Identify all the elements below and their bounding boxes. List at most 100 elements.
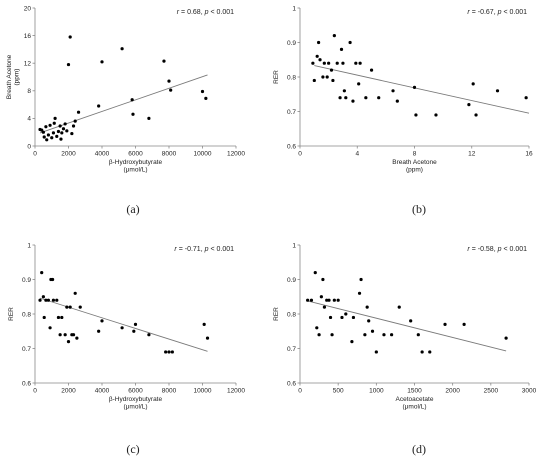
- data-point: [391, 89, 395, 93]
- annotation-value: < 0.001: [502, 9, 528, 16]
- data-point: [412, 85, 417, 89]
- data-point: [48, 123, 52, 127]
- annotation-value: = 0.68,: [179, 9, 205, 16]
- data-point: [354, 61, 358, 65]
- data-point: [495, 89, 500, 93]
- annotation-value: < 0.001: [209, 9, 235, 16]
- x-tick-label: 0: [298, 151, 302, 158]
- data-point: [390, 333, 394, 337]
- data-point: [147, 333, 151, 337]
- data-point: [162, 59, 166, 63]
- y-axis-title: Breath Acetone(ppm): [6, 54, 21, 99]
- x-tick-label: 8000: [162, 151, 177, 158]
- annotation-value: < 0.001: [209, 246, 235, 253]
- data-point: [53, 116, 57, 120]
- data-point: [374, 350, 378, 354]
- data-point: [66, 340, 71, 344]
- data-point: [474, 113, 478, 117]
- data-point: [363, 333, 367, 337]
- x-tick-label: 12000: [227, 151, 245, 158]
- data-point: [382, 333, 386, 337]
- x-axis-title-line: β-Hydroxybutyrate: [109, 159, 163, 166]
- data-point: [325, 75, 329, 79]
- y-tick-label: 0.9: [287, 277, 296, 284]
- y-tick-label: 1: [292, 242, 296, 249]
- x-tick-label: 8: [413, 151, 417, 158]
- data-point: [344, 96, 348, 100]
- data-point: [56, 129, 61, 134]
- data-point: [348, 40, 352, 45]
- correlation-annotation: r = -0.71, p < 0.001: [174, 246, 234, 253]
- data-point: [51, 131, 56, 135]
- data-point: [45, 138, 49, 142]
- data-point: [377, 96, 381, 100]
- x-axis-title-line: (μmol/L): [403, 404, 427, 411]
- data-point: [76, 110, 81, 114]
- x-tick-label: 0: [33, 151, 37, 158]
- data-point: [200, 89, 205, 94]
- annotation-value: = -0.58,: [470, 246, 498, 253]
- data-point: [147, 116, 151, 120]
- data-point: [55, 298, 59, 302]
- data-point: [60, 131, 64, 135]
- data-point: [65, 129, 69, 133]
- y-axis-title: RER: [8, 307, 15, 321]
- data-point: [462, 322, 466, 326]
- data-point: [350, 340, 354, 344]
- data-point: [120, 47, 124, 51]
- data-point: [311, 61, 315, 65]
- panel-label: (b): [412, 202, 426, 216]
- data-point: [68, 305, 72, 309]
- y-tick-label: 1: [292, 5, 296, 12]
- data-point: [359, 277, 363, 282]
- data-point: [357, 291, 362, 295]
- data-point: [321, 75, 325, 79]
- y-axis-title: RER: [273, 307, 280, 321]
- data-point: [409, 319, 413, 323]
- data-point: [336, 298, 340, 302]
- data-point: [167, 79, 171, 83]
- annotation-symbol: p: [497, 246, 502, 253]
- data-point: [322, 305, 327, 309]
- trendline: [39, 297, 208, 352]
- x-axis-title-line: (ppm): [406, 167, 423, 174]
- data-point: [51, 298, 56, 302]
- data-point: [364, 96, 368, 100]
- data-point: [100, 319, 104, 323]
- y-axis-title-line: (ppm): [14, 69, 21, 86]
- x-axis-title: β-Hydroxybutyrate (μmol/L): [109, 159, 163, 174]
- data-point: [131, 112, 135, 116]
- data-point: [66, 62, 71, 67]
- data-point: [48, 326, 52, 330]
- data-point: [369, 68, 374, 72]
- data-point: [164, 350, 168, 354]
- annotation-value: < 0.001: [502, 246, 528, 253]
- data-point: [312, 78, 316, 83]
- data-point: [325, 298, 329, 302]
- data-point: [71, 124, 76, 128]
- chart-panel-c: 0.6 0.7 0.8 0.9 1 0 2000 4000 6000 8000 10000 12000…: [8, 242, 245, 456]
- y-tick-label: 8: [27, 88, 31, 95]
- x-tick-label: 4000: [95, 151, 110, 158]
- data-point: [204, 96, 208, 100]
- data-point: [59, 137, 63, 141]
- data-point: [327, 298, 331, 302]
- y-axis-title-line: RER: [273, 70, 280, 84]
- data-point: [61, 127, 66, 131]
- annotation-symbol: p: [204, 246, 209, 253]
- correlation-annotation: r = 0.68, p < 0.001: [177, 9, 234, 16]
- data-point: [46, 133, 51, 137]
- chart-panel-d: 0.6 0.7 0.8 0.9 1 0 500 1000 1500 2000 2500 3000 Ace…: [273, 242, 537, 456]
- y-tick-label: 0.8: [287, 311, 296, 318]
- data-point: [319, 295, 323, 299]
- data-point: [71, 333, 76, 337]
- data-point: [75, 336, 79, 340]
- x-axis-title: β-Hydroxybutyrate (μmol/L): [109, 396, 163, 411]
- x-tick-label: 12000: [227, 388, 245, 395]
- data-point: [202, 322, 206, 326]
- data-point: [315, 326, 319, 330]
- y-tick-label: 0.7: [22, 346, 31, 353]
- data-point: [330, 333, 334, 337]
- trendline: [314, 65, 530, 114]
- data-point: [317, 333, 321, 337]
